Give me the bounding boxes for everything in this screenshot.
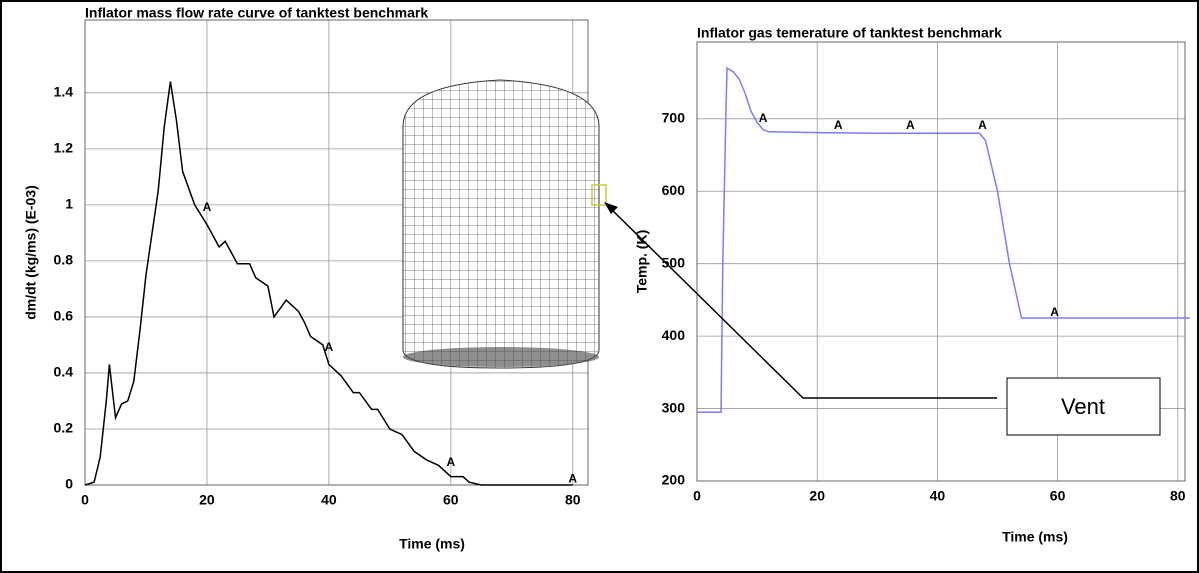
callout-text: Vent [1061,394,1105,419]
x-tick-label: 20 [199,492,215,508]
page: {"chart_data": [ {"type": "line", "title… [0,0,1199,573]
x-tick-label: 40 [930,488,946,504]
annotation: A [446,455,455,469]
y-tick-label: 0.8 [54,252,74,268]
x-tick-label: 80 [565,492,581,508]
tank-mesh [403,80,606,368]
y-tick-label: 400 [662,327,686,343]
x-tick-label: 60 [443,492,459,508]
y-axis-label: dm/dt (kg/ms) (E-03) [23,185,39,320]
x-tick-label: 20 [809,488,825,504]
annotation: A [1050,305,1059,319]
annotation: A [759,111,768,125]
y-tick-label: 600 [662,182,686,198]
annotation: A [978,118,987,132]
y-tick-label: 700 [662,109,686,125]
y-tick-label: 0.4 [54,364,74,380]
y-tick-label: 1.4 [54,84,74,100]
annotation: A [568,472,577,486]
x-tick-label: 0 [81,492,89,508]
y-tick-label: 200 [662,472,686,488]
x-tick-label: 60 [1050,488,1066,504]
y-tick-label: 0.2 [54,420,74,436]
y-tick-label: 300 [662,399,686,415]
annotation: A [325,340,334,354]
x-tick-label: 0 [693,488,701,504]
annotation: A [906,118,915,132]
y-tick-label: 1 [65,196,73,212]
x-tick-label: 80 [1170,488,1186,504]
x-axis-label: Time (ms) [399,536,465,552]
y-tick-label: 0 [65,476,73,492]
annotation: A [203,200,212,214]
y-tick-label: 0.6 [54,308,74,324]
chart-title: Inflator mass flow rate curve of tanktes… [85,5,428,21]
annotation: A [834,118,843,132]
x-axis-label: Time (ms) [1002,529,1068,545]
y-tick-label: 1.2 [54,140,74,156]
figure: 0 20 40 60 80 0 0.2 0.4 0.6 0.8 1 1.2 1.4 Inflator ma… [0,0,1199,573]
x-tick-label: 40 [321,492,337,508]
chart-title: Inflator gas temerature of tanktest benc… [697,25,1002,41]
